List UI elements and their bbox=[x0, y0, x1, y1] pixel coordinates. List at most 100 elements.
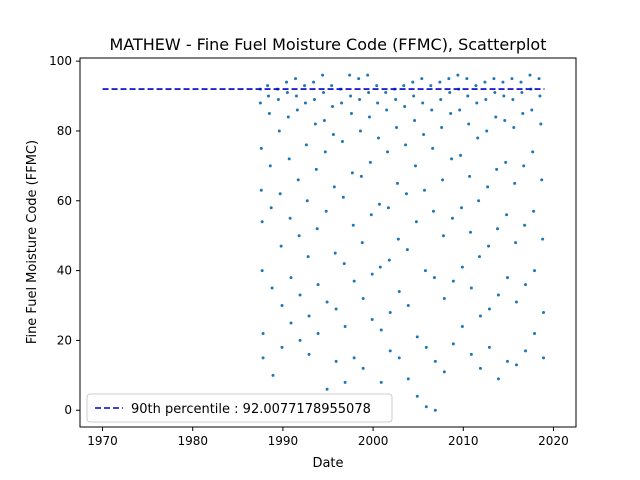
scatter-point bbox=[278, 192, 282, 196]
scatter-point bbox=[519, 80, 523, 84]
scatter-point bbox=[316, 283, 320, 287]
scatter-point bbox=[514, 363, 518, 367]
scatter-point bbox=[415, 335, 419, 339]
scatter-point bbox=[366, 73, 370, 77]
scatter-point bbox=[343, 380, 347, 384]
scatter-point bbox=[532, 209, 536, 213]
scatter-point bbox=[483, 80, 487, 84]
scatter-point bbox=[424, 405, 428, 409]
scatter-point bbox=[325, 387, 329, 391]
scatter-point bbox=[456, 73, 460, 77]
scatter-point bbox=[447, 77, 451, 81]
scatter-point bbox=[303, 84, 307, 88]
scatter-point bbox=[295, 108, 299, 112]
scatter-point bbox=[513, 181, 517, 185]
scatter-point bbox=[269, 206, 273, 210]
scatter-point bbox=[423, 269, 427, 273]
scatter-point bbox=[492, 77, 496, 81]
scatter-point bbox=[450, 157, 454, 161]
scatter-point bbox=[276, 98, 280, 102]
scatter-point bbox=[522, 164, 526, 168]
scatter-point bbox=[528, 73, 532, 77]
scatter-point bbox=[321, 73, 325, 77]
scatter-points bbox=[258, 73, 546, 412]
scatter-point bbox=[406, 377, 410, 381]
scatter-point bbox=[450, 216, 454, 220]
scatter-point bbox=[439, 98, 443, 102]
scatter-point bbox=[341, 195, 345, 199]
scatter-point bbox=[377, 202, 381, 206]
scatter-point bbox=[496, 293, 500, 297]
scatter-point bbox=[531, 150, 535, 154]
scatter-point bbox=[312, 80, 316, 84]
scatter-point bbox=[379, 328, 383, 332]
scatter-point bbox=[287, 157, 291, 161]
scatter-point bbox=[289, 276, 293, 280]
scatter-point bbox=[261, 331, 265, 335]
scatter-point bbox=[289, 321, 293, 325]
scatter-point bbox=[431, 146, 435, 150]
scatter-point bbox=[502, 94, 506, 98]
scatter-point bbox=[451, 342, 455, 346]
scatter-point bbox=[348, 73, 352, 77]
scatter-point bbox=[422, 188, 426, 192]
scatter-point bbox=[397, 356, 401, 360]
scatter-point bbox=[322, 118, 326, 122]
scatter-point bbox=[340, 101, 344, 105]
scatter-point bbox=[487, 345, 491, 349]
scatter-point bbox=[312, 98, 316, 102]
scatter-point bbox=[279, 244, 283, 248]
x-tick-label: 2020 bbox=[538, 434, 569, 448]
scatter-point bbox=[533, 269, 537, 273]
scatter-point bbox=[478, 366, 482, 370]
scatter-point bbox=[403, 105, 407, 109]
y-tick-label: 60 bbox=[57, 194, 72, 208]
scatter-point bbox=[296, 178, 300, 182]
scatter-point bbox=[370, 317, 374, 321]
scatter-point bbox=[260, 269, 264, 273]
scatter-point bbox=[430, 108, 434, 112]
scatter-point bbox=[478, 255, 482, 259]
scatter-point bbox=[496, 227, 500, 231]
scatter-point bbox=[388, 349, 392, 353]
scatter-point bbox=[315, 227, 319, 231]
scatter-point bbox=[476, 136, 480, 140]
scatter-point bbox=[533, 331, 537, 335]
scatter-point bbox=[304, 143, 308, 147]
scatter-point bbox=[493, 91, 497, 95]
scatter-point bbox=[404, 192, 408, 196]
scatter-point bbox=[542, 356, 546, 360]
x-tick-label: 1970 bbox=[87, 434, 118, 448]
scatter-point bbox=[340, 139, 344, 143]
scatter-point bbox=[294, 94, 298, 98]
scatter-point bbox=[539, 122, 543, 126]
scatter-point bbox=[396, 237, 400, 241]
scatter-point bbox=[432, 209, 436, 213]
scatter-point bbox=[466, 94, 470, 98]
scatter-point bbox=[368, 160, 372, 164]
scatter-point bbox=[449, 112, 453, 116]
scatter-point bbox=[486, 185, 490, 189]
scatter-point bbox=[520, 91, 524, 95]
scatter-point bbox=[384, 91, 388, 95]
scatter-point bbox=[334, 307, 338, 311]
scatter-point bbox=[467, 122, 471, 126]
scatter-point bbox=[432, 276, 436, 280]
scatter-point bbox=[451, 279, 455, 283]
scatter-point bbox=[277, 129, 281, 133]
scatter-point bbox=[474, 84, 478, 88]
scatter-point bbox=[288, 216, 292, 220]
scatter-point bbox=[495, 167, 499, 171]
scatter-point bbox=[324, 209, 328, 213]
scatter-point bbox=[314, 167, 318, 171]
scatter-point bbox=[313, 122, 317, 126]
scatter-point bbox=[298, 293, 302, 297]
scatter-point bbox=[385, 108, 389, 112]
scatter-point bbox=[524, 283, 527, 287]
scatter-point bbox=[367, 115, 371, 119]
scatter-point bbox=[405, 248, 409, 252]
chart-title: MATHEW - Fine Fuel Moisture Code (FFMC),… bbox=[109, 35, 546, 54]
scatter-point bbox=[360, 241, 364, 245]
scatter-point bbox=[386, 150, 390, 154]
scatter-point bbox=[459, 206, 463, 210]
